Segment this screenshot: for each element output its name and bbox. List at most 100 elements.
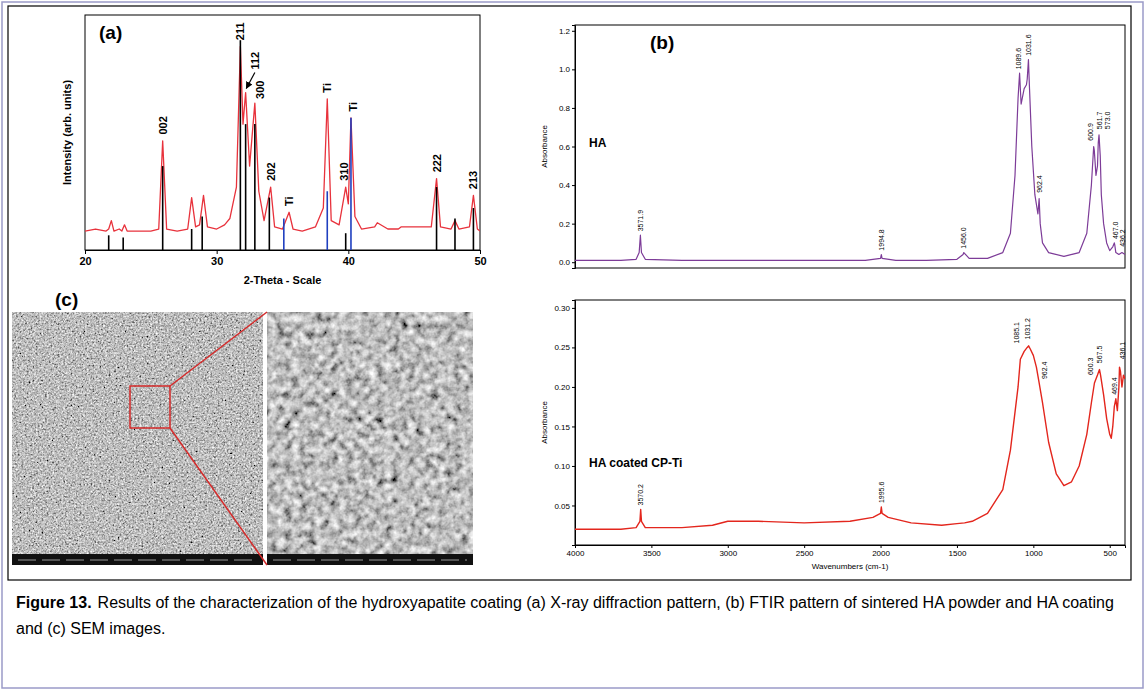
tick-mark xyxy=(572,505,575,506)
peak-label: 962.4 xyxy=(1041,361,1048,379)
series-label: HA coated CP-Ti xyxy=(589,456,682,470)
peak-label: 1456.0 xyxy=(960,227,967,249)
panel-label: (c) xyxy=(55,289,78,310)
peak-label: 213 xyxy=(467,171,479,189)
tick: 0.0 xyxy=(559,258,575,267)
peak-label: 600.3 xyxy=(1087,357,1094,375)
tick-mark xyxy=(1110,545,1111,548)
tick-mark xyxy=(348,250,349,254)
tick-mark xyxy=(728,545,729,548)
tick-mark xyxy=(480,250,481,254)
tick-mark xyxy=(572,262,575,263)
peak-label: 202 xyxy=(265,162,277,180)
peak-label: 469.4 xyxy=(1111,377,1118,395)
peak-label: 1031.6 xyxy=(1025,34,1032,56)
y-axis-title: Intensity (arb. units) xyxy=(61,80,73,185)
tick-label: 0.05 xyxy=(554,502,570,511)
reference-stick xyxy=(269,198,271,250)
peak-label: 222 xyxy=(431,154,443,172)
peak-label: 436.1 xyxy=(1119,342,1126,360)
reference-stick xyxy=(254,124,256,250)
peak-label: Ti xyxy=(283,196,295,206)
marks xyxy=(575,60,1125,261)
tick: 0.8 xyxy=(559,104,575,113)
chart-panel: 20304050002211112300202TiTi310Ti222213(a… xyxy=(61,15,487,286)
tick: 40 xyxy=(343,250,355,267)
x-axis-line xyxy=(576,546,1126,549)
sem-info-rule xyxy=(273,560,467,561)
peak-label: 3571.9 xyxy=(637,210,644,232)
peak-label: 1085.1 xyxy=(1013,322,1020,344)
reference-stick xyxy=(326,191,328,250)
reference-stick xyxy=(454,219,456,250)
peak-label: 1995.6 xyxy=(878,482,885,504)
tick-mark xyxy=(572,347,575,348)
tick-label: 0.0 xyxy=(559,258,571,267)
tick-label: 0.8 xyxy=(559,104,571,113)
tick-label: 40 xyxy=(343,255,355,267)
figure-canvas: 20304050002211112300202TiTi310Ti222213(a… xyxy=(0,0,1145,690)
peak-label: 962.4 xyxy=(1036,175,1043,193)
peak-label: 600.9 xyxy=(1087,123,1094,141)
x-axis: 4000350030002500200015001000500 xyxy=(567,545,1126,558)
caption: Figure 13.Results of the characterizatio… xyxy=(16,590,1124,642)
peak-label: Ti xyxy=(347,102,359,112)
tick-mark xyxy=(881,545,882,548)
tick: 0.20 xyxy=(554,383,575,392)
peak-label: 112 xyxy=(249,52,261,70)
zoom-line xyxy=(170,428,267,565)
reference-stick xyxy=(122,237,124,250)
peak-label: 300 xyxy=(254,81,266,99)
tick-label: 2500 xyxy=(796,549,814,558)
reference-stick xyxy=(350,118,352,250)
reference-stick xyxy=(201,216,203,250)
peak-label: 436.2 xyxy=(1119,229,1126,247)
figure-border xyxy=(8,6,1131,580)
reference-stick xyxy=(283,219,285,250)
x-axis: 20304050 xyxy=(79,250,486,267)
y-axis: 0.050.100.150.200.250.30 xyxy=(554,301,575,546)
tick: 1.0 xyxy=(559,65,575,74)
marks xyxy=(575,346,1125,529)
tick-label: 3000 xyxy=(719,549,737,558)
tick-label: 0.2 xyxy=(559,220,571,229)
reference-stick xyxy=(108,235,110,250)
peak-label: 467.0 xyxy=(1112,221,1119,239)
tick: 1.2 xyxy=(559,27,575,36)
peak-label: 310 xyxy=(338,162,350,180)
tick-mark xyxy=(572,426,575,427)
tick: 0.05 xyxy=(554,502,575,511)
y-axis-title: Absorbance xyxy=(540,125,549,168)
tick-label: 0.6 xyxy=(559,143,571,152)
tick-mark xyxy=(957,545,958,548)
reference-stick xyxy=(245,124,247,250)
reference-stick xyxy=(191,229,193,250)
tick-label: 500 xyxy=(1104,549,1118,558)
tick-mark xyxy=(651,545,652,548)
reference-stick xyxy=(345,233,347,250)
tick-mark xyxy=(85,250,86,254)
x-axis-title: Wavenumbers (cm-1) xyxy=(812,562,889,571)
tick-label: 0.25 xyxy=(554,343,570,352)
tick: 0.2 xyxy=(559,220,575,229)
spectrum-line xyxy=(575,346,1125,529)
chart-panel: 40003500300025002000150010005000.050.100… xyxy=(540,300,1126,571)
sem-panel: (c) xyxy=(12,289,473,565)
panel-label: (a) xyxy=(99,22,122,43)
tick-label: 0.30 xyxy=(554,304,570,313)
tick-label: 1.0 xyxy=(559,65,571,74)
peak-label: 1089.6 xyxy=(1015,48,1022,70)
tick-label: 1000 xyxy=(1025,549,1043,558)
tick: 1000 xyxy=(1025,545,1043,558)
tick: 4000 xyxy=(567,545,585,558)
zoom-line xyxy=(170,312,267,386)
tick: 3000 xyxy=(719,545,737,558)
tick-mark xyxy=(804,545,805,548)
tick: 0.25 xyxy=(554,343,575,352)
tick-mark xyxy=(572,308,575,309)
reference-stick xyxy=(436,187,438,250)
tick-label: 0.15 xyxy=(554,423,570,432)
tick-label: 2000 xyxy=(872,549,890,558)
series-label: HA xyxy=(589,136,607,150)
tick-label: 50 xyxy=(474,255,486,267)
